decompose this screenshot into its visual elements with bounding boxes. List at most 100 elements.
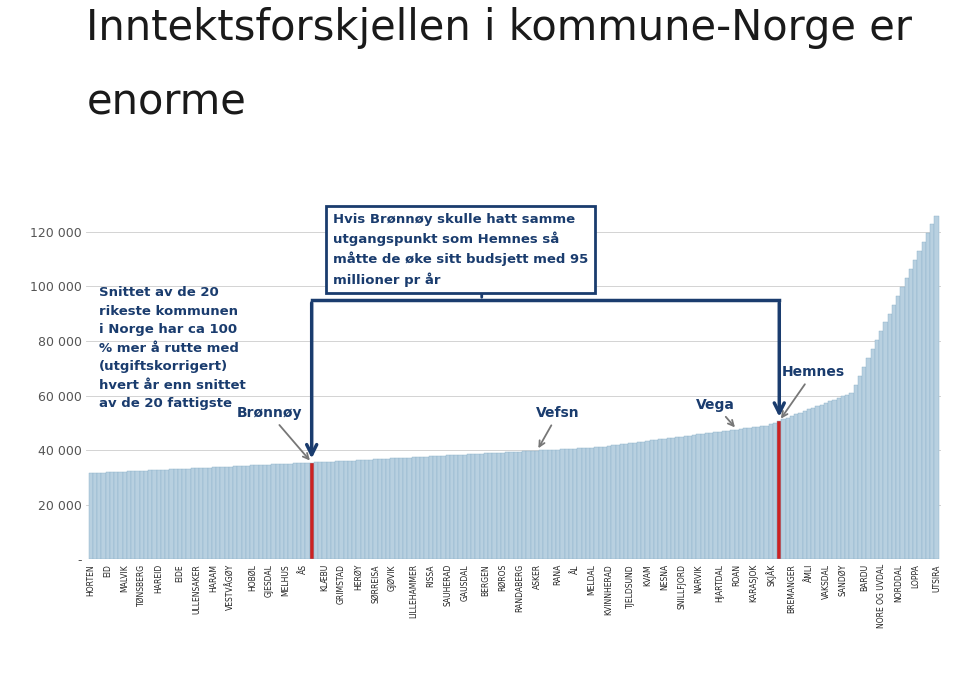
Bar <box>883 323 888 559</box>
Bar <box>123 472 127 559</box>
Bar <box>930 224 934 559</box>
Text: Snittet av de 20
rikeste kommunen
i Norge har ca 100
% mer å rutte med
(utgiftsk: Snittet av de 20 rikeste kommunen i Norg… <box>99 286 246 411</box>
Bar <box>407 458 412 559</box>
Bar <box>594 447 599 559</box>
Bar <box>156 470 160 559</box>
Bar <box>531 451 535 559</box>
Bar <box>97 473 101 559</box>
Bar <box>288 464 293 559</box>
Bar <box>492 453 496 559</box>
Bar <box>258 465 263 559</box>
Bar <box>237 466 242 559</box>
Text: Vefsn: Vefsn <box>537 406 580 447</box>
Bar <box>867 358 871 559</box>
Bar <box>344 461 348 559</box>
Bar <box>382 459 386 559</box>
Bar <box>778 421 781 559</box>
Bar <box>398 458 403 559</box>
Bar <box>314 462 318 559</box>
Bar <box>636 442 641 559</box>
Bar <box>148 471 153 559</box>
Bar <box>934 216 939 559</box>
Bar <box>696 434 701 559</box>
Bar <box>395 458 398 559</box>
Bar <box>505 452 510 559</box>
Bar <box>272 464 276 559</box>
Bar <box>216 467 220 559</box>
Bar <box>650 441 654 559</box>
Bar <box>734 430 739 559</box>
Bar <box>501 453 505 559</box>
Bar <box>629 443 633 559</box>
Bar <box>875 340 879 559</box>
Bar <box>794 415 799 559</box>
Bar <box>573 449 577 559</box>
Bar <box>190 469 195 559</box>
Bar <box>178 469 182 559</box>
Bar <box>517 451 522 559</box>
Bar <box>212 467 216 559</box>
Bar <box>220 467 225 559</box>
Bar <box>246 466 250 559</box>
Bar <box>106 473 109 559</box>
Bar <box>612 445 615 559</box>
Bar <box>250 466 254 559</box>
Bar <box>654 440 659 559</box>
Bar <box>718 432 722 559</box>
Bar <box>242 466 246 559</box>
Bar <box>297 463 301 559</box>
Bar <box>764 426 769 559</box>
Bar <box>160 470 165 559</box>
Bar <box>182 469 186 559</box>
Bar <box>348 461 352 559</box>
Bar <box>540 450 543 559</box>
Bar <box>467 454 471 559</box>
Bar <box>386 459 391 559</box>
Bar <box>701 434 705 559</box>
Bar <box>739 429 743 559</box>
Bar <box>207 468 212 559</box>
Text: enorme: enorme <box>86 82 247 124</box>
Bar <box>633 443 636 559</box>
Bar <box>904 278 909 559</box>
Bar <box>228 466 233 559</box>
Bar <box>752 428 756 559</box>
Bar <box>484 454 488 559</box>
Bar <box>480 454 484 559</box>
Bar <box>153 470 156 559</box>
Bar <box>361 460 365 559</box>
Bar <box>569 449 573 559</box>
Bar <box>195 468 199 559</box>
Bar <box>279 464 284 559</box>
Bar <box>803 411 807 559</box>
Bar <box>139 471 144 559</box>
Bar <box>428 456 433 559</box>
Bar <box>424 457 428 559</box>
Bar <box>897 296 900 559</box>
Text: Brønnøy: Brønnøy <box>236 406 308 459</box>
Bar <box>769 424 773 559</box>
Bar <box>680 436 684 559</box>
Bar <box>709 433 713 559</box>
Bar <box>101 473 106 559</box>
Bar <box>356 460 361 559</box>
Bar <box>199 468 204 559</box>
Bar <box>858 376 862 559</box>
Bar <box>624 444 629 559</box>
Bar <box>743 428 748 559</box>
Bar <box>293 464 297 559</box>
Bar <box>169 469 174 559</box>
Bar <box>522 451 526 559</box>
Bar <box>577 448 582 559</box>
Bar <box>811 408 815 559</box>
Bar <box>186 469 190 559</box>
Bar <box>369 460 373 559</box>
Bar <box>543 450 547 559</box>
Bar <box>301 463 305 559</box>
Bar <box>267 464 272 559</box>
Text: Inntektsforskjellen i kommune-Norge er: Inntektsforskjellen i kommune-Norge er <box>86 7 912 49</box>
Bar <box>254 465 258 559</box>
Bar <box>326 462 331 559</box>
Bar <box>93 473 97 559</box>
Bar <box>918 251 922 559</box>
